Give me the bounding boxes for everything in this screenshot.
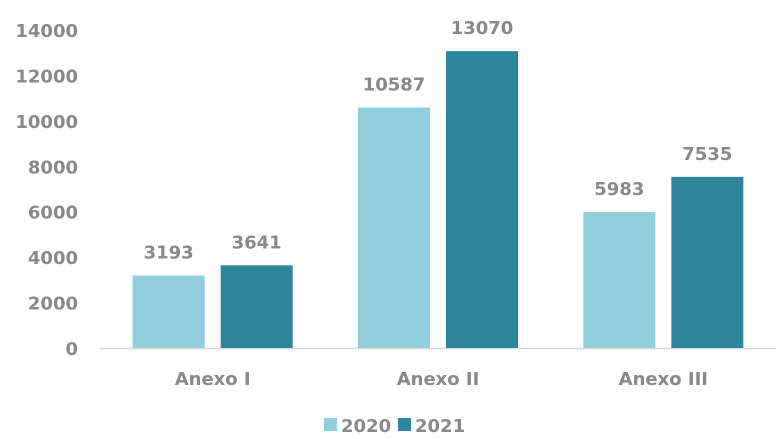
y-axis: 0 2000 4000 6000 8000 10000 12000 14000 [15, 21, 78, 360]
y-tick-label: 12000 [15, 66, 78, 87]
x-axis: Anexo I Anexo II Anexo III [100, 347, 776, 390]
data-label: 7535 [682, 144, 732, 165]
bars [132, 51, 744, 348]
bar-2020-anexo-ii [358, 107, 430, 348]
legend-swatch [324, 418, 337, 431]
bar-2021-anexo-i [220, 265, 293, 348]
bar-2021-anexo-iii [671, 176, 744, 348]
y-tick-label: 14000 [15, 21, 78, 42]
y-tick-label: 2000 [28, 294, 78, 315]
bar-2020-anexo-iii [583, 212, 656, 348]
x-category-label: Anexo II [397, 369, 480, 390]
bar-2021-anexo-ii [446, 51, 518, 348]
data-label: 3193 [144, 242, 194, 263]
data-label: 3641 [232, 232, 282, 253]
x-category-label: Anexo III [619, 369, 708, 390]
data-label: 5983 [594, 179, 644, 200]
legend-label: 2021 [415, 416, 465, 435]
data-label: 10587 [363, 75, 426, 96]
legend: 2020 2021 [324, 416, 465, 437]
y-tick-label: 6000 [28, 203, 78, 224]
data-labels: 3193 3641 10587 13070 5983 7535 [144, 18, 733, 263]
y-tick-label: 8000 [28, 157, 78, 178]
bar-2020-anexo-i [132, 275, 205, 348]
x-category-label: Anexo I [175, 369, 251, 390]
data-label: 13070 [451, 18, 514, 39]
y-tick-label: 0 [65, 339, 78, 360]
y-tick-label: 4000 [28, 248, 78, 269]
y-tick-label: 10000 [15, 112, 78, 133]
legend-swatch [398, 418, 411, 431]
legend-label: 2020 [341, 416, 391, 435]
